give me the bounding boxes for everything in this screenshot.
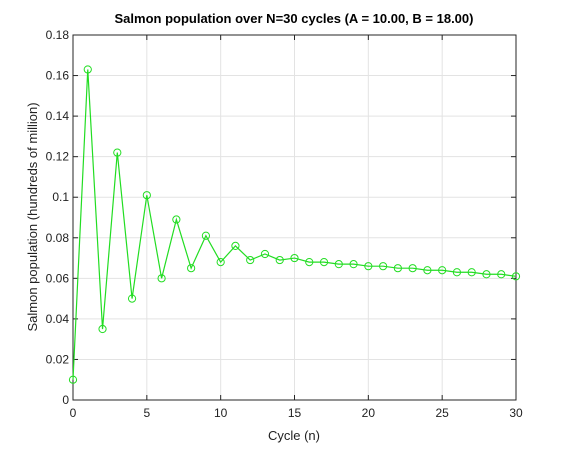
data-point <box>438 266 447 275</box>
data-point <box>319 258 329 267</box>
data-point <box>98 324 107 334</box>
x-tick-label: 15 <box>288 406 302 420</box>
y-tick-label: 0.12 <box>46 150 70 164</box>
data-point <box>142 191 151 200</box>
data-point <box>246 255 255 265</box>
data-point <box>334 260 343 269</box>
x-axis-label: Cycle (n) <box>268 428 320 443</box>
data-point <box>349 260 358 269</box>
data-point <box>511 272 521 281</box>
data-point <box>305 258 314 267</box>
data-point <box>497 270 506 279</box>
ticks: 0 5 10 15 20 25 30 0 0.02 0.04 0.06 0.08 0.1 0.12 0.14… <box>46 28 523 420</box>
data-point <box>127 294 137 303</box>
data-point <box>393 264 402 273</box>
x-tick-label: 0 <box>70 406 77 420</box>
data-point <box>68 375 78 384</box>
data-point <box>275 255 284 265</box>
y-tick-label: 0.16 <box>46 69 70 83</box>
data-point <box>423 266 432 275</box>
y-tick-label: 0 <box>62 393 69 407</box>
data-point <box>364 262 373 271</box>
y-tick-label: 0.14 <box>46 109 70 123</box>
data-point <box>290 253 299 263</box>
data-point <box>201 231 210 240</box>
x-tick-label: 25 <box>435 406 449 420</box>
series <box>68 65 521 384</box>
data-point <box>408 264 417 273</box>
data-point <box>260 249 270 259</box>
plot-frame <box>72 34 517 401</box>
x-tick-label: 5 <box>143 406 150 420</box>
data-point <box>172 215 181 224</box>
chart-title: Salmon population over N=30 cycles (A = … <box>115 11 474 26</box>
data-point <box>216 258 225 267</box>
x-tick-label: 10 <box>214 406 228 420</box>
y-tick-label: 0.1 <box>52 190 69 204</box>
data-point <box>482 270 491 279</box>
data-point <box>231 241 240 250</box>
y-tick-label: 0.04 <box>46 312 70 326</box>
data-point <box>187 264 196 273</box>
x-tick-label: 30 <box>509 406 523 420</box>
series-line <box>72 69 517 380</box>
data-point <box>83 65 92 74</box>
y-tick-label: 0.08 <box>46 231 70 245</box>
y-tick-label: 0.02 <box>46 352 70 366</box>
data-point <box>452 268 462 277</box>
data-point <box>467 268 476 277</box>
x-tick-label: 20 <box>362 406 376 420</box>
data-point <box>113 148 122 157</box>
data-point <box>157 274 166 283</box>
y-tick-label: 0.18 <box>46 28 70 42</box>
y-axis-label: Salmon population (hundreds of million) <box>25 102 40 331</box>
y-tick-label: 0.06 <box>46 271 70 285</box>
data-point <box>379 262 388 271</box>
